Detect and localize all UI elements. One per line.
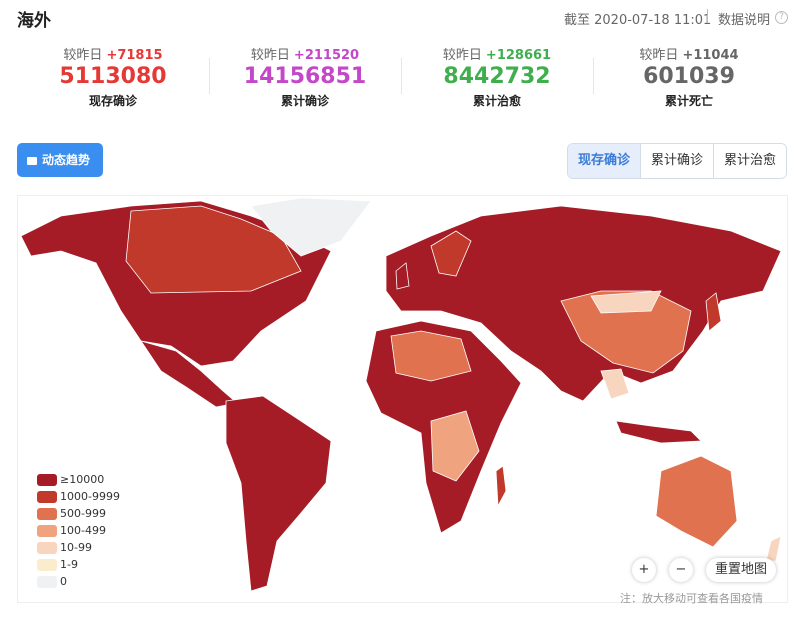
delta-label: 较昨日 [639, 48, 679, 63]
help-link[interactable]: 数据说明 [718, 13, 771, 28]
legend-swatch [37, 491, 57, 503]
video-icon [27, 156, 37, 165]
tab[interactable]: 现存确诊 [568, 144, 641, 178]
delta-row: 较昨日 +211520 [210, 44, 400, 64]
tab[interactable]: 累计确诊 [640, 144, 714, 178]
stat-value: 5113080 [59, 64, 167, 89]
tabs: 现存确诊 累计确诊 累计治愈 [567, 143, 788, 179]
legend-swatch [37, 525, 57, 537]
help-icon[interactable]: ? [775, 11, 788, 24]
delta-row: 较昨日 +11044 [594, 44, 784, 64]
legend-label: 500-999 [60, 507, 106, 520]
stat: 较昨日 +211520 14156851 累计确诊 [210, 44, 400, 109]
title: 海外 [17, 11, 51, 31]
stat-label: 累计确诊 [280, 94, 329, 108]
stat: 较昨日 +71815 5113080 现存确诊 [18, 44, 208, 109]
legend-label: ≥10000 [60, 473, 105, 486]
delta: +211520 [293, 48, 360, 63]
australia [655, 455, 738, 548]
trend-label: 动态趋势 [42, 153, 91, 167]
stat-divider [593, 58, 594, 94]
stat: 较昨日 +11044 601039 累计死亡 [594, 44, 784, 109]
africa-central [430, 410, 480, 482]
stat-value: 8442732 [443, 64, 551, 89]
legend-label: 0 [60, 575, 67, 588]
trend-button[interactable]: 动态趋势 [17, 143, 103, 177]
mongolia [590, 290, 662, 314]
delta-row: 较昨日 +128661 [402, 44, 592, 64]
china [560, 290, 692, 374]
delta-label: 较昨日 [442, 48, 482, 63]
delta: +11044 [682, 48, 739, 63]
stat-label: 累计治愈 [472, 94, 521, 108]
legend-swatch [37, 474, 57, 486]
legend-label: 1000-9999 [60, 490, 120, 503]
note: 注：放大移动可查看各国疫情 [620, 592, 763, 605]
timestamp: 截至 2020-07-18 11:01 [564, 13, 712, 28]
map-panel [17, 195, 788, 603]
indonesia [615, 420, 702, 444]
separator [707, 9, 708, 23]
delta-label: 较昨日 [250, 48, 290, 63]
legend-swatch [37, 576, 57, 588]
uk [395, 262, 410, 290]
tab[interactable]: 累计治愈 [713, 144, 787, 178]
legend-swatch [37, 559, 57, 571]
japan [705, 292, 722, 332]
southeast-asia [600, 368, 630, 400]
legend-label: 1-9 [60, 558, 78, 571]
zoom-in[interactable]: + [632, 558, 656, 582]
world-map [20, 197, 782, 592]
legend-label: 10-99 [60, 541, 92, 554]
stat-label: 累计死亡 [664, 94, 713, 108]
south-america [225, 395, 332, 592]
greenland [250, 197, 372, 257]
scandinavia [430, 230, 472, 277]
delta-label: 较昨日 [63, 48, 103, 63]
stat-value: 14156851 [243, 64, 367, 89]
stat-divider [209, 58, 210, 94]
new-zealand [765, 535, 782, 562]
legend-swatch [37, 542, 57, 554]
legend-label: 100-499 [60, 524, 106, 537]
delta: +71815 [106, 48, 163, 63]
stat-label: 现存确诊 [88, 94, 137, 108]
stat: 较昨日 +128661 8442732 累计治愈 [402, 44, 592, 109]
stat-divider [401, 58, 402, 94]
stat-value: 601039 [643, 64, 735, 89]
delta-row: 较昨日 +71815 [18, 44, 208, 64]
africa-north [390, 330, 472, 382]
zoom-out[interactable]: − [669, 558, 693, 582]
reset-map[interactable]: 重置地图 [706, 558, 776, 582]
delta: +128661 [485, 48, 552, 63]
madagascar [495, 465, 507, 508]
legend-swatch [37, 508, 57, 520]
canada [125, 205, 302, 294]
